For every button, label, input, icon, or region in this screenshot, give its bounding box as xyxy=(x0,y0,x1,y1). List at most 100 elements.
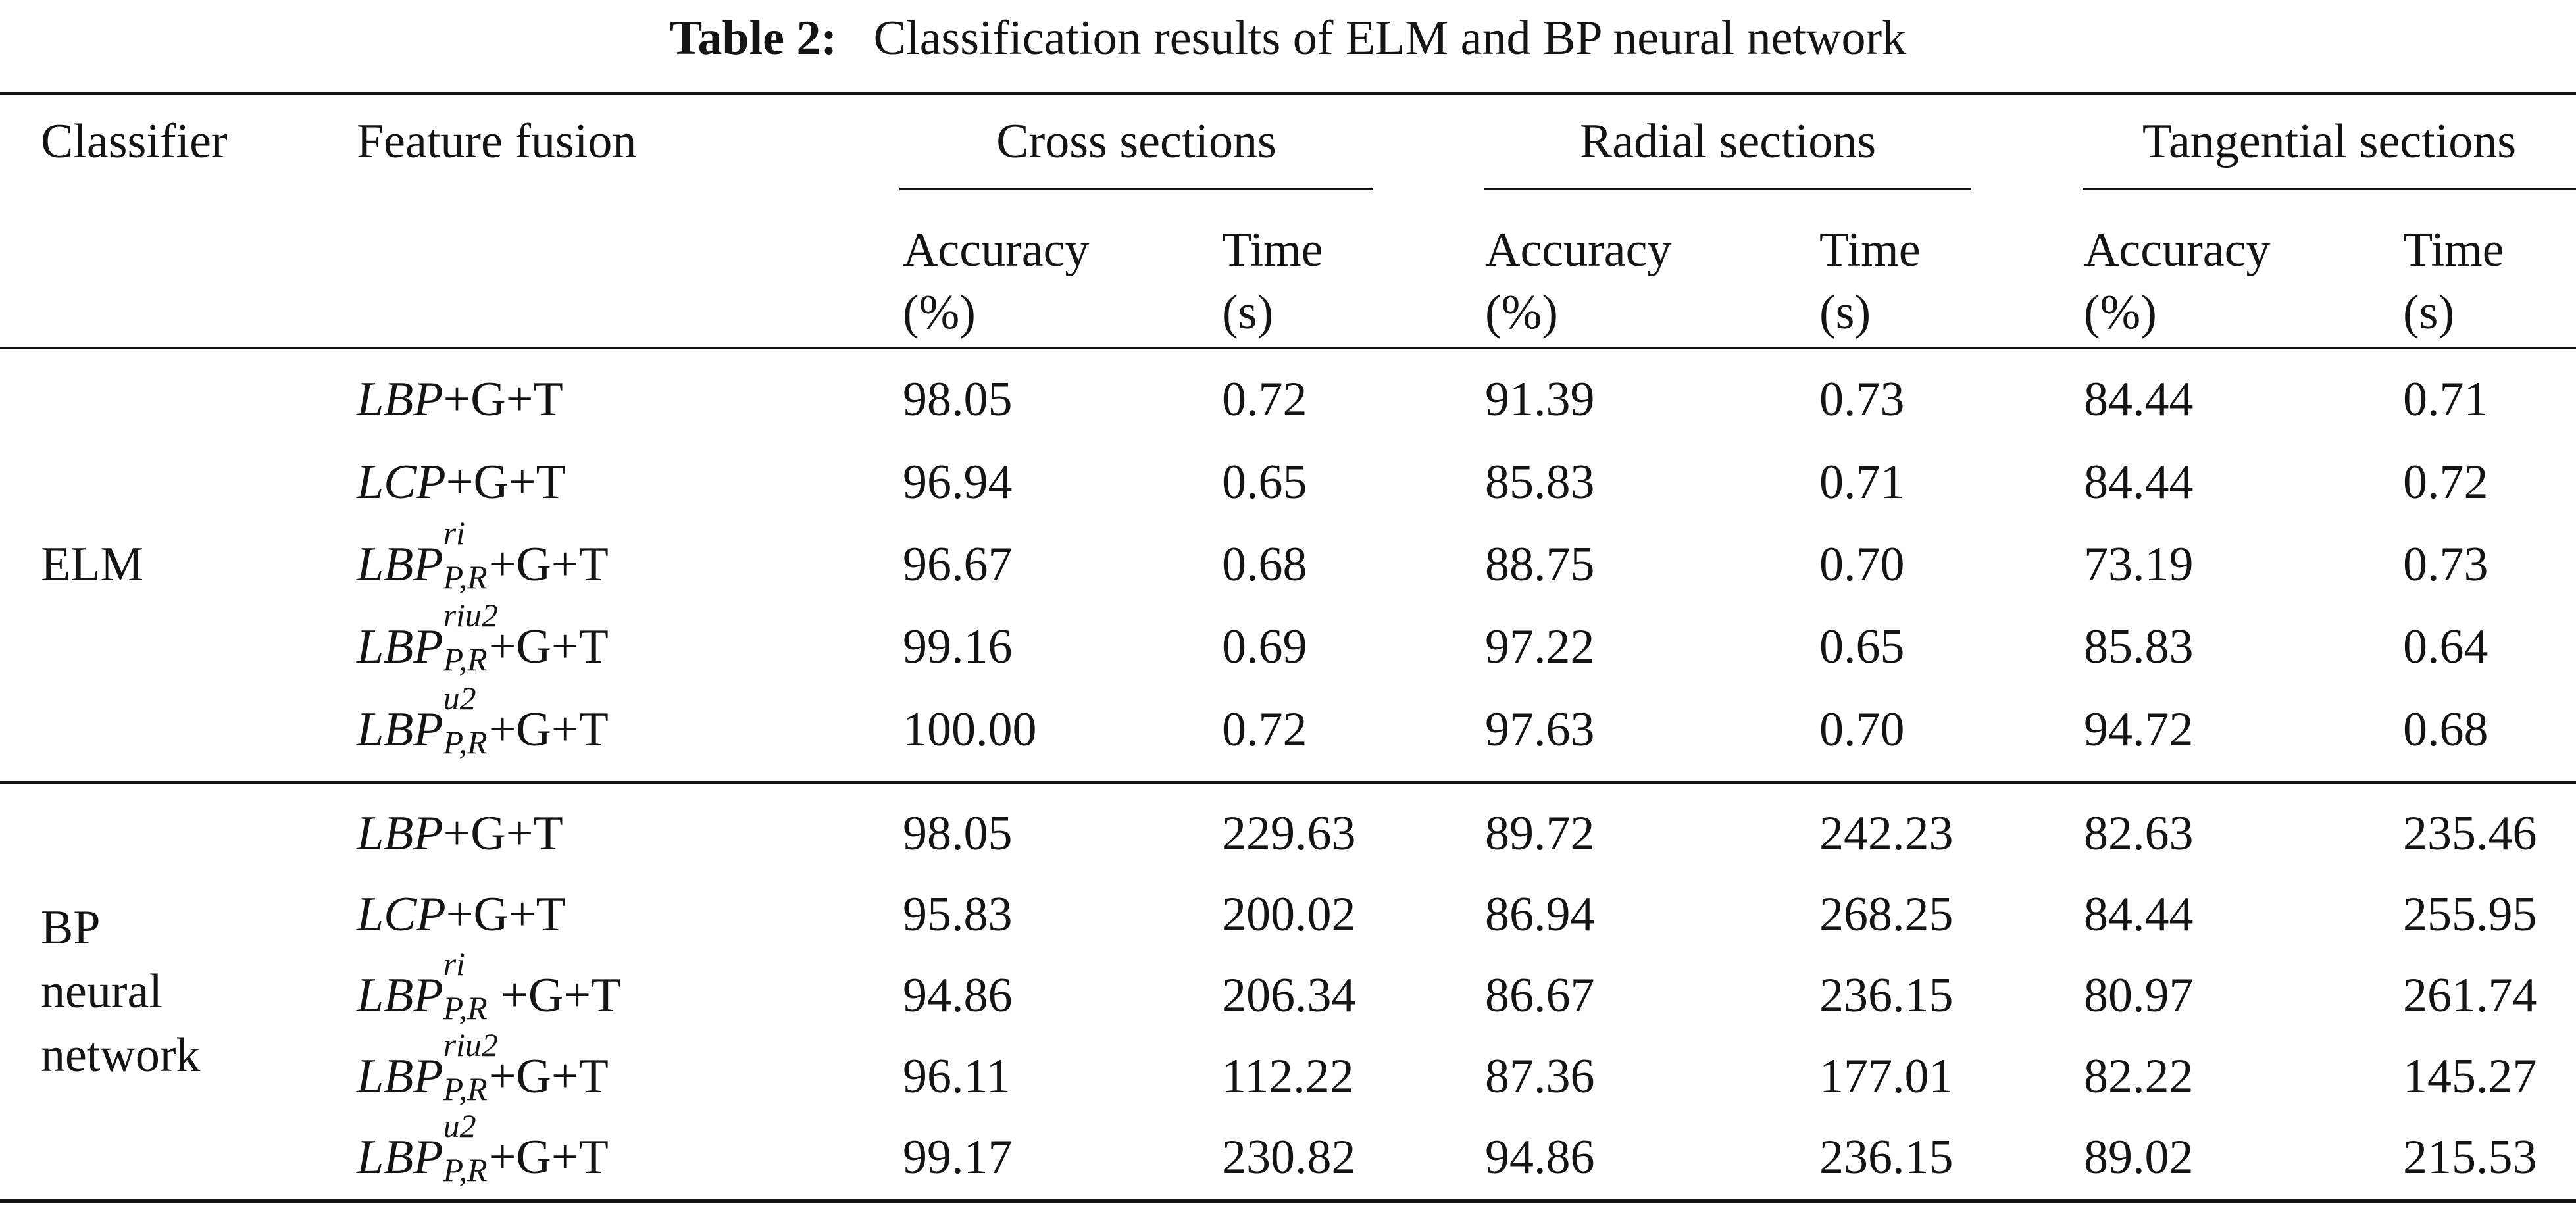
header-time: Time xyxy=(1819,223,1921,277)
table-cell: 85.83 xyxy=(2084,620,2194,674)
table-cell: 84.44 xyxy=(2084,372,2194,426)
table-cell: 0.65 xyxy=(1819,620,1905,674)
table-cell: 86.94 xyxy=(1485,888,1595,942)
table-cell: 0.71 xyxy=(2403,372,2488,426)
feature-fusion-formula: LCP+G+T xyxy=(357,888,566,942)
header-time: Time xyxy=(2403,223,2504,277)
table-cell: 85.83 xyxy=(1485,455,1595,509)
table-cell: 97.22 xyxy=(1485,620,1595,674)
table-cell: 98.05 xyxy=(903,807,1013,861)
header-accuracy: Accuracy xyxy=(903,223,1090,277)
table-cell: 94.72 xyxy=(2084,703,2194,757)
table-cell: 255.95 xyxy=(2403,888,2537,942)
group-separator-rule xyxy=(0,781,2576,784)
table-cell: 100.00 xyxy=(903,703,1037,757)
classifier-bp-line3: network xyxy=(41,1028,201,1082)
feature-fusion-formula: LBP riu2 P,R+G+T xyxy=(357,1026,609,1107)
table-cell: 242.23 xyxy=(1819,807,1954,861)
table-cell: 82.22 xyxy=(2084,1049,2194,1103)
table-cell: 0.69 xyxy=(1222,620,1307,674)
table-cell: 0.72 xyxy=(1222,703,1307,757)
radial-sections-underline xyxy=(1484,188,1971,190)
bottom-rule xyxy=(0,1199,2576,1203)
table-cell: 96.94 xyxy=(903,455,1013,509)
header-rule xyxy=(0,347,2576,349)
table-cell: 0.68 xyxy=(2403,703,2488,757)
table-cell: 98.05 xyxy=(903,372,1013,426)
header-tangential-sections: Tangential sections xyxy=(2142,114,2517,168)
header-radial-sections: Radial sections xyxy=(1579,114,1877,168)
tangential-sections-underline xyxy=(2083,188,2576,190)
feature-fusion-formula: LBP+G+T xyxy=(357,372,563,426)
table-cell: 206.34 xyxy=(1222,968,1356,1022)
table-cell: 89.72 xyxy=(1485,807,1595,861)
header-time-unit: (s) xyxy=(1222,286,1274,339)
header-accuracy: Accuracy xyxy=(2084,223,2271,277)
table-cell: 95.83 xyxy=(903,888,1013,942)
feature-fusion-formula: LBP u2 P,R+G+T xyxy=(357,1107,609,1188)
header-accuracy-unit: (%) xyxy=(1485,286,1558,339)
table-cell: 88.75 xyxy=(1485,538,1595,591)
classifier-bp-line2: neural xyxy=(41,965,163,1018)
table-cell: 86.67 xyxy=(1485,968,1595,1022)
classifier-bp-line1: BP xyxy=(41,901,101,955)
table-cell: 0.73 xyxy=(2403,538,2488,591)
table-cell: 0.72 xyxy=(1222,372,1307,426)
header-time-unit: (s) xyxy=(1819,286,1871,339)
table-cell: 236.15 xyxy=(1819,968,1954,1022)
cross-sections-underline xyxy=(899,188,1373,190)
table-cell: 0.70 xyxy=(1819,538,1905,591)
header-cross-sections: Cross sections xyxy=(996,114,1276,168)
header-time-unit: (s) xyxy=(2403,286,2455,339)
table-cell: 236.15 xyxy=(1819,1130,1954,1184)
table-cell: 145.27 xyxy=(2403,1049,2537,1103)
table-cell: 215.53 xyxy=(2403,1130,2537,1184)
table-cell: 0.70 xyxy=(1819,703,1905,757)
table-cell: 261.74 xyxy=(2403,968,2537,1022)
table-cell: 99.17 xyxy=(903,1130,1013,1184)
table-cell: 0.73 xyxy=(1819,372,1905,426)
table-cell: 0.71 xyxy=(1819,455,1905,509)
table-cell: 96.11 xyxy=(903,1049,1011,1103)
table-cell: 84.44 xyxy=(2084,455,2194,509)
table-cell: 0.65 xyxy=(1222,455,1307,509)
caption-label: Table 2: xyxy=(669,11,838,65)
table-cell: 82.63 xyxy=(2084,807,2194,861)
table-cell: 0.68 xyxy=(1222,538,1307,591)
table-cell: 112.22 xyxy=(1222,1049,1354,1103)
top-rule xyxy=(0,92,2576,95)
table-cell: 91.39 xyxy=(1485,372,1595,426)
table-cell: 73.19 xyxy=(2084,538,2194,591)
table-cell: 177.01 xyxy=(1819,1049,1954,1103)
feature-fusion-formula: LBP+G+T xyxy=(357,807,563,861)
header-accuracy: Accuracy xyxy=(1485,223,1672,277)
table-cell: 229.63 xyxy=(1222,807,1356,861)
header-feature-fusion: Feature fusion xyxy=(357,114,637,168)
table-cell: 0.72 xyxy=(2403,455,2488,509)
table-cell: 89.02 xyxy=(2084,1130,2194,1184)
header-time: Time xyxy=(1222,223,1323,277)
feature-fusion-formula: LBP ri P,R+G+T xyxy=(357,515,609,595)
table-cell: 84.44 xyxy=(2084,888,2194,942)
table-cell: 87.36 xyxy=(1485,1049,1595,1103)
feature-fusion-formula: LBP u2 P,R+G+T xyxy=(357,680,609,761)
classifier-elm: ELM xyxy=(41,538,144,591)
table-cell: 230.82 xyxy=(1222,1130,1356,1184)
table-caption: Table 2: Classification results of ELM a… xyxy=(0,5,2576,71)
table-cell: 94.86 xyxy=(1485,1130,1595,1184)
table-cell: 0.64 xyxy=(2403,620,2488,674)
table-cell: 235.46 xyxy=(2403,807,2537,861)
caption-text: Classification results of ELM and BP neu… xyxy=(873,11,1907,65)
table-cell: 99.16 xyxy=(903,620,1013,674)
header-accuracy-unit: (%) xyxy=(903,286,976,339)
header-classifier: Classifier xyxy=(41,114,228,168)
table-cell: 96.67 xyxy=(903,538,1013,591)
table-cell: 200.02 xyxy=(1222,888,1356,942)
table-cell: 268.25 xyxy=(1819,888,1954,942)
feature-fusion-formula: LBP ri P,R +G+T xyxy=(357,945,621,1026)
table-cell: 97.63 xyxy=(1485,703,1595,757)
header-accuracy-unit: (%) xyxy=(2084,286,2157,339)
feature-fusion-formula: LBP riu2 P,R+G+T xyxy=(357,597,609,678)
table-cell: 94.86 xyxy=(903,968,1013,1022)
feature-fusion-formula: LCP+G+T xyxy=(357,455,566,509)
